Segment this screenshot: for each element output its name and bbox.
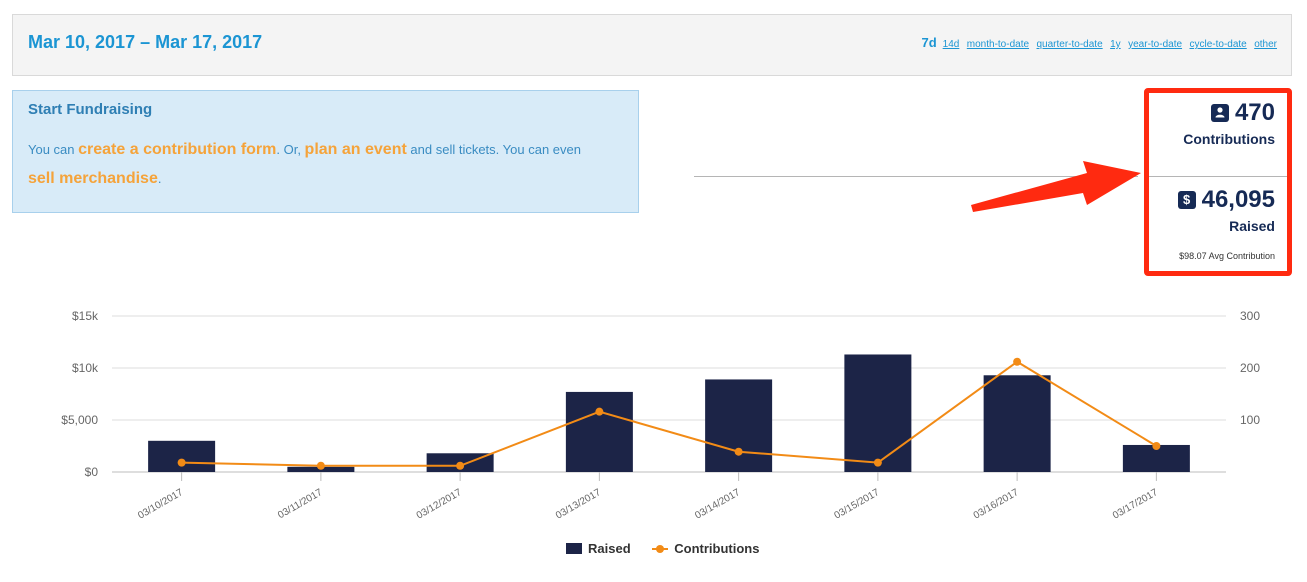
date-range-header: Mar 10, 2017 – Mar 17, 2017 7d 14d month-… [12, 14, 1292, 76]
chart-legend: Raised Contributions [566, 541, 777, 556]
raised-bar [983, 375, 1051, 472]
promo-text-part: . [157, 171, 162, 186]
contributions-point [734, 447, 743, 456]
raised-stat: $46,095 [1177, 186, 1275, 214]
contributions-count: 470 [1234, 99, 1275, 126]
person-icon [1210, 104, 1229, 122]
left-axis-tick-label: $10k [72, 361, 99, 375]
promo-text-part: and sell tickets. You can even [406, 142, 581, 157]
sell-merchandise-link[interactable]: sell merchandise [28, 170, 158, 187]
contributions-point [1013, 357, 1022, 366]
promo-text-part: You can [28, 142, 79, 157]
contributions-point [873, 458, 882, 467]
contributions-line [181, 360, 1157, 467]
date-range-title: Mar 10, 2017 – Mar 17, 2017 [28, 32, 263, 52]
x-axis-date-label: 03/11/2017 [276, 487, 325, 521]
x-axis-date-label: 03/17/2017 [1111, 487, 1160, 522]
contributions-point [177, 458, 186, 467]
legend-raised-swatch [566, 543, 582, 554]
promo-text-part: . Or, [276, 142, 305, 157]
create-contribution-form-link[interactable]: create a contribution form [78, 141, 277, 158]
stats-divider [694, 176, 1138, 177]
legend-raised[interactable]: Raised [566, 541, 631, 556]
contributions-stat: 470 [1210, 99, 1275, 127]
start-fundraising-panel: Start Fundraising You can create a contr… [12, 90, 639, 213]
raised-bar [844, 354, 912, 472]
promo-text: You can create a contribution form. Or, … [28, 135, 588, 193]
contributions-label: Contributions [1183, 131, 1275, 147]
raised-bar [705, 379, 773, 472]
x-axis-date-label: 03/15/2017 [833, 487, 882, 522]
red-arrow-annotation [971, 161, 1141, 212]
range-1y-link[interactable]: 1y [1110, 39, 1121, 50]
right-axis-tick-label: 300 [1240, 309, 1260, 323]
legend-contributions[interactable]: Contributions [652, 541, 759, 556]
stats-summary-box: 470 Contributions $46,095 Raised $98.07 … [1144, 88, 1292, 276]
x-axis-date-label: 03/14/2017 [693, 487, 742, 522]
left-axis-tick-label: $5,000 [61, 413, 98, 427]
x-axis-date-label: 03/13/2017 [554, 487, 603, 522]
right-axis-tick-label: 200 [1240, 361, 1260, 375]
right-axis-tick-label: 100 [1240, 413, 1260, 427]
range-7d-link[interactable]: 7d [921, 35, 937, 50]
stats-inner-divider [1149, 176, 1287, 177]
raised-bar [148, 440, 216, 472]
legend-raised-label: Raised [588, 541, 631, 556]
range-year-to-date-link[interactable]: year-to-date [1128, 39, 1183, 50]
raised-amount: 46,095 [1201, 186, 1275, 213]
promo-title: Start Fundraising [28, 101, 153, 118]
raised-bar [565, 391, 633, 472]
legend-contributions-label: Contributions [674, 541, 760, 556]
dollar-icon: $ [1177, 191, 1196, 209]
range-month-to-date-link[interactable]: month-to-date [966, 39, 1030, 50]
contributions-point [1152, 442, 1161, 450]
contributions-point [316, 461, 325, 470]
avg-contribution: $98.07 Avg Contribution [1179, 251, 1275, 261]
plan-event-link[interactable]: plan an event [304, 141, 407, 158]
raised-contributions-chart: $0 $5,000 $10k $15k 100 200 300 03/10/2017 03/11… [61, 309, 1260, 522]
left-axis-tick-label: $0 [85, 465, 99, 479]
contributions-point [456, 461, 465, 470]
legend-contributions-swatch [652, 543, 669, 554]
range-other-link[interactable]: other [1254, 39, 1277, 50]
range-cycle-to-date-link[interactable]: cycle-to-date [1189, 39, 1247, 50]
x-axis-date-label: 03/10/2017 [136, 487, 185, 522]
raised-label: Raised [1229, 218, 1275, 234]
range-selector: 7d 14d month-to-date quarter-to-date 1y y… [918, 34, 1277, 52]
contributions-point [595, 407, 604, 416]
x-axis-date-label: 03/16/2017 [972, 487, 1021, 522]
left-axis-tick-label: $15k [72, 309, 99, 323]
range-14d-link[interactable]: 14d [942, 39, 960, 50]
range-quarter-to-date-link[interactable]: quarter-to-date [1036, 39, 1103, 50]
x-axis-date-label: 03/12/2017 [415, 487, 464, 522]
